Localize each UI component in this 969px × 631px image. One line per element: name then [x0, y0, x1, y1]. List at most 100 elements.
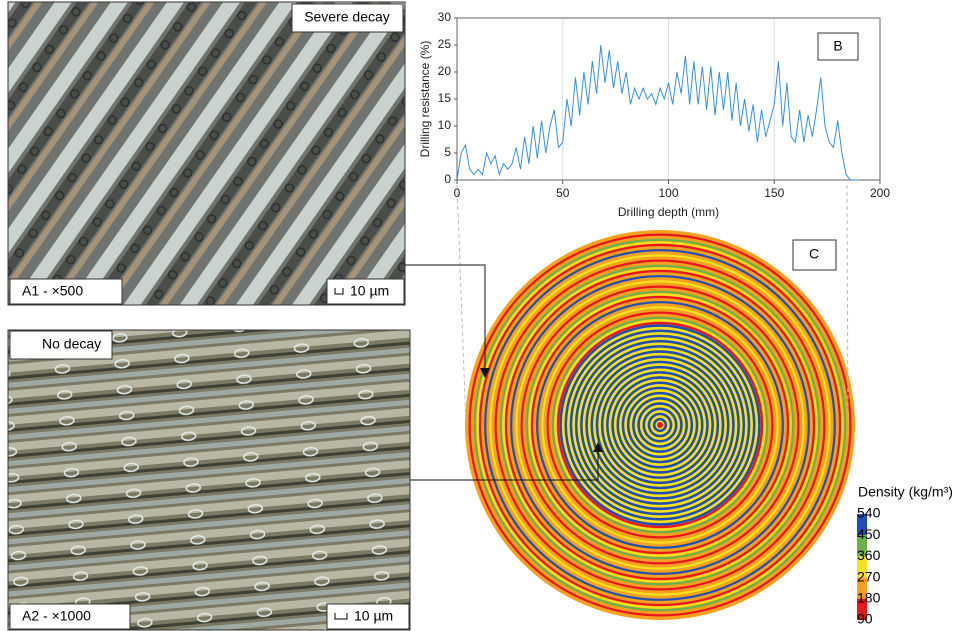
ring [554, 319, 766, 531]
ring [478, 243, 842, 607]
ring [624, 389, 696, 461]
y-tick-label: 25 [438, 37, 452, 51]
density-image [465, 230, 855, 620]
scale-box [326, 278, 405, 305]
ring [515, 280, 805, 570]
ring [611, 376, 709, 474]
connector [410, 446, 599, 481]
panel-label-box [817, 32, 859, 61]
y-tick-label: 0 [444, 172, 451, 186]
x-tick-label: 0 [454, 186, 461, 200]
ring [504, 269, 816, 581]
ring [655, 420, 665, 430]
ring [533, 298, 787, 552]
ring [608, 373, 712, 477]
ring [626, 391, 694, 459]
scale: 10 µm [350, 283, 389, 299]
ring [494, 259, 826, 591]
colorbar-tick-label: 90 [857, 611, 873, 627]
caption: A1 - ×500 [22, 283, 83, 299]
scale-bar [334, 288, 344, 295]
ring [587, 352, 733, 498]
x-axis-label: Drilling depth (mm) [618, 205, 719, 219]
panel-label: B [833, 38, 842, 54]
ring [569, 334, 751, 516]
ring [517, 282, 803, 568]
guide-line [456, 184, 467, 426]
panel-label: C [809, 246, 819, 262]
label: Severe decay [304, 9, 390, 25]
ring [577, 342, 743, 508]
ring [538, 303, 782, 547]
ring [634, 399, 686, 451]
x-tick-label: 50 [556, 186, 570, 200]
arrow [480, 368, 490, 378]
pith [657, 422, 663, 428]
label-box [9, 330, 113, 360]
ring [585, 350, 735, 500]
ring [510, 275, 810, 575]
ring [507, 272, 813, 578]
colorbar-title: Density (kg/m³) [858, 484, 953, 500]
ring [497, 262, 823, 588]
ring [546, 311, 774, 539]
y-axis-label: Drilling resistance (%) [418, 41, 432, 158]
ring [639, 404, 681, 446]
ring [561, 326, 759, 524]
ring [616, 381, 704, 469]
ring [595, 360, 725, 490]
ring [556, 321, 764, 529]
ring [541, 306, 779, 544]
ring [637, 402, 683, 448]
ring [621, 386, 699, 464]
caption-box [9, 278, 123, 305]
colorbar-segment [857, 598, 867, 620]
x-tick-label: 100 [658, 186, 678, 200]
x-tick-label: 150 [764, 186, 784, 200]
colorbar-segment [857, 577, 867, 599]
ring [603, 368, 717, 482]
ring [499, 264, 821, 586]
ring [489, 254, 831, 596]
ring [491, 256, 829, 594]
ring [549, 314, 771, 536]
micrograph-a1 [7, 1, 406, 306]
ring [598, 363, 722, 487]
ring [536, 301, 784, 549]
ring [580, 345, 740, 505]
y-tick-label: 10 [438, 118, 452, 132]
colorbar-tick-label: 450 [857, 526, 881, 542]
ring [652, 417, 668, 433]
ring [512, 277, 808, 573]
colorbar-tick-label: 180 [857, 590, 881, 606]
scale-box [326, 603, 410, 630]
colorbar-tick-label: 540 [857, 505, 881, 521]
ring [486, 251, 834, 599]
ring [650, 415, 670, 435]
arrow [593, 442, 603, 452]
ring [530, 295, 790, 555]
ring [468, 233, 852, 617]
y-tick-label: 30 [438, 10, 452, 24]
ring [582, 347, 738, 503]
ring [629, 394, 691, 456]
ring [590, 355, 730, 495]
colorbar-tick-label: 360 [857, 547, 881, 563]
ring [600, 365, 720, 485]
ring [473, 238, 847, 612]
x-tick-label: 200 [870, 186, 890, 200]
ring [613, 378, 707, 472]
ring [543, 308, 777, 542]
ring [606, 371, 714, 479]
y-tick-label: 5 [444, 145, 451, 159]
scale-bar [334, 613, 348, 620]
colorbar-segment [857, 535, 867, 557]
colorbar-segment [857, 514, 867, 536]
ring [593, 358, 727, 492]
ring [528, 293, 792, 557]
ring [551, 316, 769, 534]
ring [484, 249, 836, 601]
ring [523, 288, 797, 562]
plot-frame [456, 17, 881, 181]
